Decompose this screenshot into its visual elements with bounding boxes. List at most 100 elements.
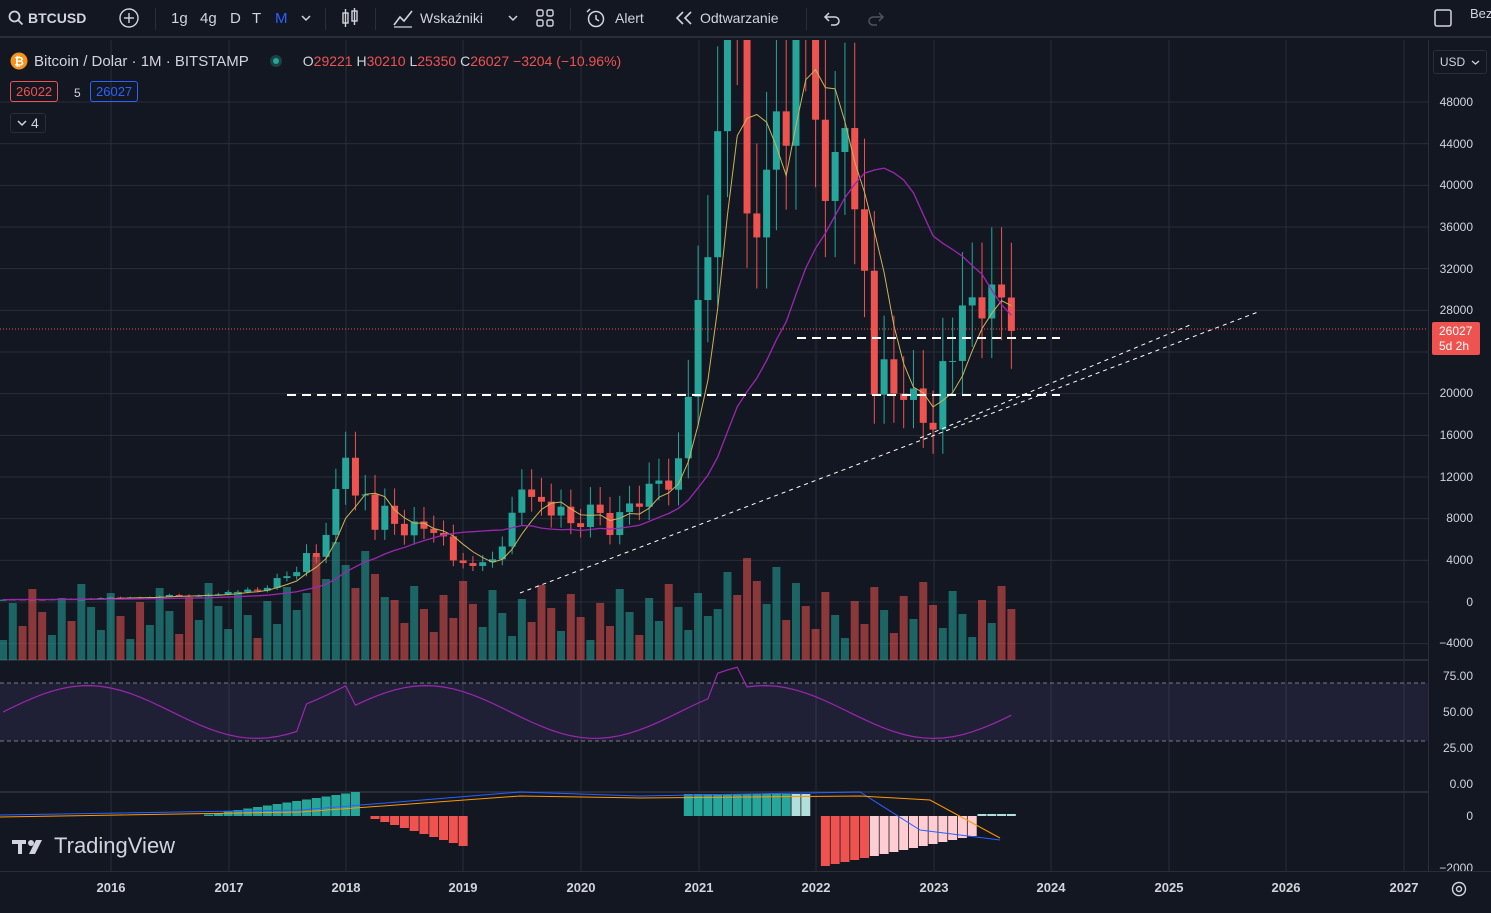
year-label: 2017 <box>214 880 244 895</box>
add-symbol-icon <box>119 8 139 28</box>
toolbar-divider <box>806 8 807 30</box>
price-label: 8000 <box>1446 511 1473 525</box>
macd-bar <box>331 795 341 816</box>
year-label: 2018 <box>331 880 361 895</box>
alert-button[interactable]: Alert <box>585 0 644 37</box>
macd-bar <box>370 816 380 819</box>
macd-bar <box>771 794 781 816</box>
toolbar-divider <box>570 8 571 30</box>
volume-bar <box>47 635 56 660</box>
layouts-button[interactable] <box>535 0 555 37</box>
undo-icon <box>823 12 840 26</box>
time-axis[interactable]: 2016 2017 2018 2019 2020 2021 2022 2023 … <box>0 871 1491 913</box>
macd-bar <box>801 794 811 816</box>
interval-4g[interactable]: 4g <box>200 9 217 27</box>
price-label: 0 <box>1466 595 1473 609</box>
interval-dropdown[interactable] <box>300 0 312 37</box>
interval-t[interactable]: T <box>252 9 262 27</box>
rsi-label: 50.00 <box>1442 705 1473 719</box>
candle-body <box>165 594 173 597</box>
symbol-search[interactable]: BTCUSD <box>8 0 86 37</box>
tradingview-logo: TradingView <box>12 833 175 859</box>
rsi-band <box>0 683 1428 741</box>
symbol-title[interactable]: Bitcoin / Dolar · 1M · BITSTAMP <box>34 52 249 70</box>
candle-body <box>547 501 555 516</box>
macd-bar <box>713 794 723 816</box>
chart-canvas[interactable] <box>0 40 1428 871</box>
volume-bar <box>282 587 291 660</box>
indicators-dropdown[interactable] <box>507 0 519 37</box>
candle-body <box>949 360 957 362</box>
volume-bar <box>371 574 380 660</box>
volume-bar <box>997 586 1006 660</box>
candle-body <box>645 483 653 507</box>
svg-text:₿: ₿ <box>14 55 24 69</box>
rsi-label: 0.00 <box>1449 777 1473 791</box>
candle-body <box>371 494 379 530</box>
volume-bar <box>224 629 233 660</box>
trendline <box>919 324 1191 439</box>
interval-1g[interactable]: 1g <box>171 9 188 27</box>
year-label: 2016 <box>96 880 126 895</box>
indicators-button[interactable]: Wskaźniki <box>392 0 483 37</box>
candle-body <box>968 297 976 306</box>
replay-label: Odtwarzanie <box>700 10 779 26</box>
grid-icon <box>536 9 554 27</box>
candle-body <box>273 578 281 588</box>
candle-body <box>821 119 829 201</box>
candle-body <box>224 591 232 595</box>
redo-button[interactable] <box>866 0 886 37</box>
macd-bar <box>243 808 253 816</box>
undo-button[interactable] <box>822 0 842 37</box>
top-toolbar: BTCUSD 1g 4g D T M Wskaźniki Alert Odtwa… <box>0 0 1491 38</box>
unnamed-layout-label[interactable]: Bez <box>1470 6 1491 21</box>
volume-bar <box>596 603 605 660</box>
interval-d[interactable]: D <box>230 9 241 27</box>
chart-pane[interactable] <box>0 40 1428 871</box>
candle-body <box>763 169 771 238</box>
fast-ma-line <box>2 68 1012 601</box>
bid-price-button[interactable]: 26022 <box>10 81 59 102</box>
macd-bar <box>439 816 449 840</box>
square-icon <box>1434 9 1452 27</box>
fullscreen-button[interactable] <box>1433 0 1453 37</box>
volume-bar <box>733 595 742 660</box>
ask-price-button[interactable]: 26027 <box>90 81 139 102</box>
volume-bar <box>57 598 66 660</box>
volume-bar <box>96 630 105 660</box>
candle-body <box>254 589 262 591</box>
candle-body <box>175 594 183 596</box>
price-label: 28000 <box>1439 303 1473 317</box>
candle-body <box>704 257 712 301</box>
macd-bar <box>311 798 321 816</box>
year-label: 2027 <box>1389 880 1419 895</box>
candle-body <box>919 388 927 423</box>
candle-body <box>244 589 252 592</box>
compare-button[interactable] <box>118 0 140 37</box>
volume-bar <box>253 638 262 660</box>
redo-icon <box>868 12 885 26</box>
volume-bar <box>341 565 350 660</box>
macd-bar <box>448 816 458 843</box>
candle-body <box>283 576 291 579</box>
volume-bar <box>645 598 654 660</box>
replay-button[interactable]: Odtwarzanie <box>674 0 779 37</box>
axis-settings-button[interactable] <box>1450 880 1468 903</box>
rewind-icon <box>675 11 692 25</box>
macd-bar <box>253 807 263 816</box>
price-axis[interactable]: USD 48000 44000 40000 36000 32000 28000 … <box>1428 40 1491 875</box>
candle-body <box>469 563 477 566</box>
interval-m[interactable]: M <box>275 9 288 27</box>
macd-bar <box>341 793 351 816</box>
candle-body <box>988 284 996 319</box>
volume-bar <box>909 619 918 660</box>
volume-bar <box>38 612 47 660</box>
volume-bar <box>674 607 683 660</box>
chart-type-button[interactable] <box>340 0 360 37</box>
indicators-collapse-button[interactable]: 4 <box>10 113 46 133</box>
candle-body <box>792 40 800 146</box>
macd-bar <box>840 816 850 862</box>
year-label: 2025 <box>1154 880 1184 895</box>
currency-button[interactable]: USD <box>1433 50 1487 74</box>
volume-bar <box>204 583 213 660</box>
